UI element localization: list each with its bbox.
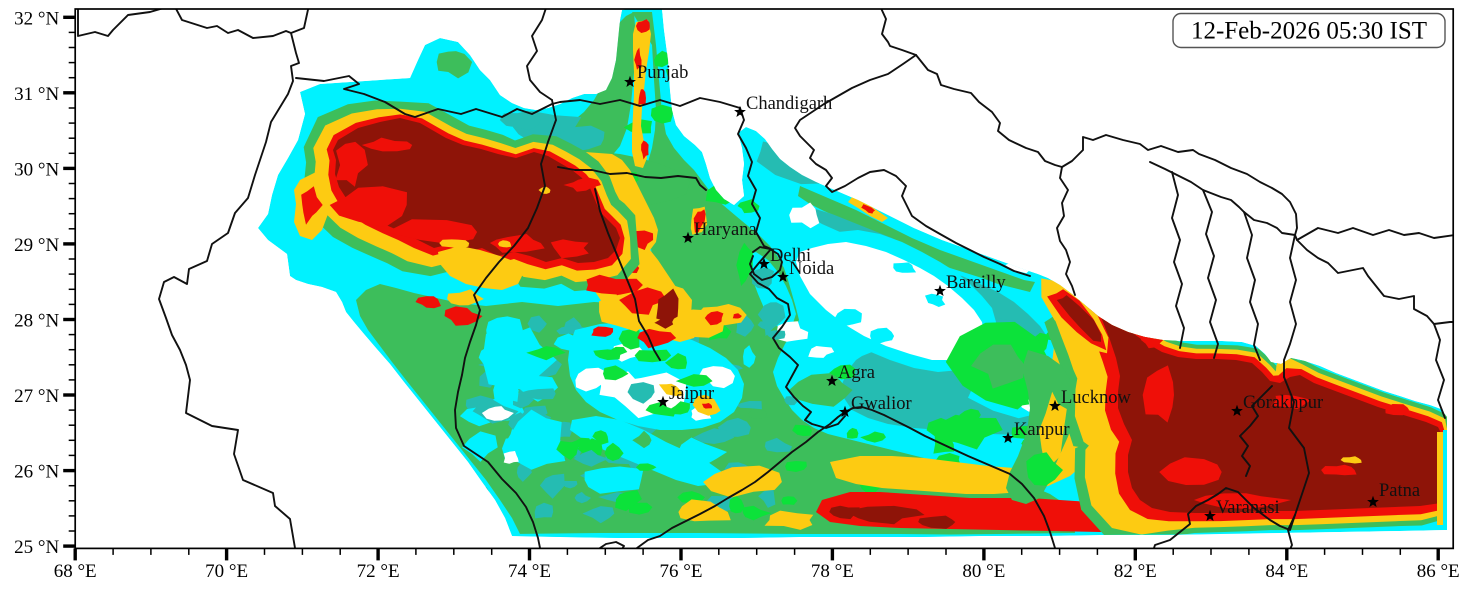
svg-text:29 °N: 29 °N (14, 235, 59, 256)
svg-text:Gorakhpur: Gorakhpur (1243, 393, 1323, 413)
svg-text:76 °E: 76 °E (660, 561, 703, 582)
svg-text:Delhi: Delhi (770, 246, 811, 266)
svg-text:80 °E: 80 °E (962, 561, 1005, 582)
svg-text:84 °E: 84 °E (1265, 561, 1308, 582)
svg-text:Chandigarh: Chandigarh (746, 94, 832, 114)
svg-text:82 °E: 82 °E (1114, 561, 1157, 582)
svg-text:27 °N: 27 °N (14, 386, 59, 407)
svg-text:Bareilly: Bareilly (946, 273, 1006, 293)
svg-text:Varanasi: Varanasi (1216, 498, 1280, 518)
svg-text:30 °N: 30 °N (14, 159, 59, 180)
svg-text:12-Feb-2026 05:30 IST: 12-Feb-2026 05:30 IST (1191, 18, 1427, 45)
svg-text:70 °E: 70 °E (205, 561, 248, 582)
svg-text:Kanpur: Kanpur (1014, 420, 1069, 440)
svg-text:Haryana: Haryana (694, 220, 757, 240)
svg-text:86 °E: 86 °E (1417, 561, 1460, 582)
svg-text:25 °N: 25 °N (14, 537, 59, 558)
svg-text:78 °E: 78 °E (811, 561, 854, 582)
svg-text:68 °E: 68 °E (54, 561, 97, 582)
svg-text:74 °E: 74 °E (508, 561, 551, 582)
svg-text:26 °N: 26 °N (14, 462, 59, 483)
svg-text:Lucknow: Lucknow (1061, 388, 1132, 408)
svg-text:Jaipur: Jaipur (669, 384, 714, 404)
svg-text:Punjab: Punjab (637, 63, 688, 83)
svg-text:31 °N: 31 °N (14, 84, 59, 105)
svg-text:Agra: Agra (838, 363, 875, 383)
svg-text:Gwalior: Gwalior (851, 394, 912, 414)
svg-text:72 °E: 72 °E (357, 561, 400, 582)
svg-text:32 °N: 32 °N (14, 8, 59, 29)
svg-text:Patna: Patna (1379, 481, 1420, 501)
svg-text:28 °N: 28 °N (14, 311, 59, 332)
svg-text:Noida: Noida (789, 259, 834, 279)
